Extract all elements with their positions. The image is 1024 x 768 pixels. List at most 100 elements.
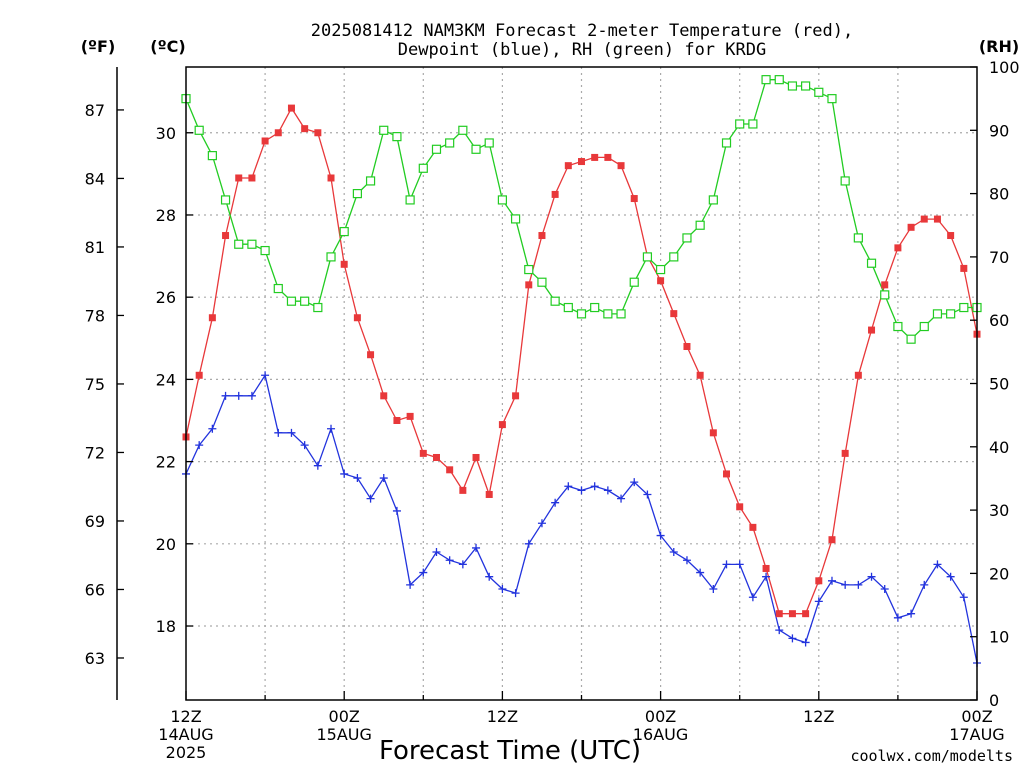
rh-point [642,252,653,262]
rh-point [735,119,745,129]
rh-point [932,309,943,319]
dewpoint-point [564,482,573,491]
x-tick-label: 17AUG [949,725,1004,744]
rh-tick-label: 50 [989,375,1009,394]
dewpoint-point [893,613,902,622]
rh-point [708,195,718,205]
rh-point [234,239,244,249]
rh-point [590,302,600,313]
dewpoint-point [933,560,942,569]
temperature-point [657,277,665,285]
dewpoint-point [392,506,401,515]
temperature-point [881,281,889,289]
dewpoint-point [300,441,309,450]
rh-tick-label: 10 [989,628,1009,647]
dewpoint-point [907,609,916,618]
rh-point [840,176,850,186]
dewpoint-point [406,580,415,589]
rh-point [471,144,481,154]
temperature-point [485,490,493,498]
dewpoint-point [274,428,283,437]
rh-point [300,296,310,306]
dewpoint-point [867,572,876,581]
celsius-tick-label: 22 [156,453,176,472]
temperature-point [222,232,230,240]
temperature-point [920,215,928,223]
fahrenheit-tick-label: 72 [85,443,105,462]
dewpoint-point [221,391,230,400]
dewpoint-point [287,428,296,437]
temperature-point [235,174,243,182]
dewpoint-point [590,482,599,491]
dewpoint-point [946,572,955,581]
dewpoint-point [682,556,691,565]
temperature-point [472,453,480,461]
dewpoint-point [577,486,586,495]
dewpoint-point [880,585,889,594]
dewpoint-point [735,560,744,569]
x-tick-label: 12Z [803,707,834,726]
temperature-point [947,232,955,240]
x-tick-label: 00Z [961,707,992,726]
rh-point [853,233,863,243]
rh-point [313,302,323,313]
temperature-point [419,449,427,457]
x-tick-label: 14AUG [158,725,213,744]
rh-point [946,309,956,319]
dewpoint-point [208,424,217,433]
rh-point [194,125,204,135]
temperature-point [261,137,269,145]
fahrenheit-tick-label: 75 [85,375,105,394]
temperature-point [406,412,414,420]
rh-point [286,296,297,306]
dewpoint-point [234,391,243,400]
temperature-point [762,564,770,572]
fahrenheit-tick-label: 78 [85,306,105,325]
dewpoint-point [814,597,823,606]
dewpoint-point [498,585,507,594]
rh-point [392,132,402,142]
rh-tick-label: 90 [989,121,1009,140]
axes [116,66,978,701]
celsius-tick-label: 24 [156,370,176,389]
temperature-point [736,503,744,511]
temperature-point [868,326,876,334]
rh-tick-label: 100 [989,58,1020,77]
rh-tick-label: 0 [989,691,999,710]
temperature-point [630,195,638,203]
temperature-point [591,153,599,161]
temperature-point [446,466,454,474]
temperature-point [380,392,388,400]
temperature-point [907,223,915,231]
series-lines [185,79,978,664]
temperature-point [314,129,322,137]
dewpoint-point [643,490,652,499]
celsius-tick-label: 18 [156,617,176,636]
dewpoint-point [445,556,454,565]
temperature-line [185,106,978,615]
temperature-point [815,577,823,585]
temperature-point [393,416,401,424]
rh-point [880,290,890,300]
rh-point [919,321,929,332]
temperature-point [683,343,691,351]
fahrenheit-tick-label: 81 [85,238,105,257]
rh-point [379,125,389,135]
dewpoint-point [617,494,626,503]
rh-point [352,189,362,199]
rh-point [893,321,903,332]
credit-label: coolwx.com/modelts [850,747,1013,765]
temperature-point [327,174,335,182]
temperature-point [933,215,941,223]
dewpoint-point [775,626,784,635]
temperature-point [604,153,612,161]
dewpoint-point [537,519,546,528]
temperature-point [709,429,717,437]
rh-point [761,75,771,85]
dewpoint-point [630,478,639,487]
dewpoint-point [247,391,256,400]
rh-point [866,258,877,268]
temperature-point [301,125,309,133]
rh-point [787,81,798,91]
celsius-unit-label: (ºC) [150,37,185,56]
